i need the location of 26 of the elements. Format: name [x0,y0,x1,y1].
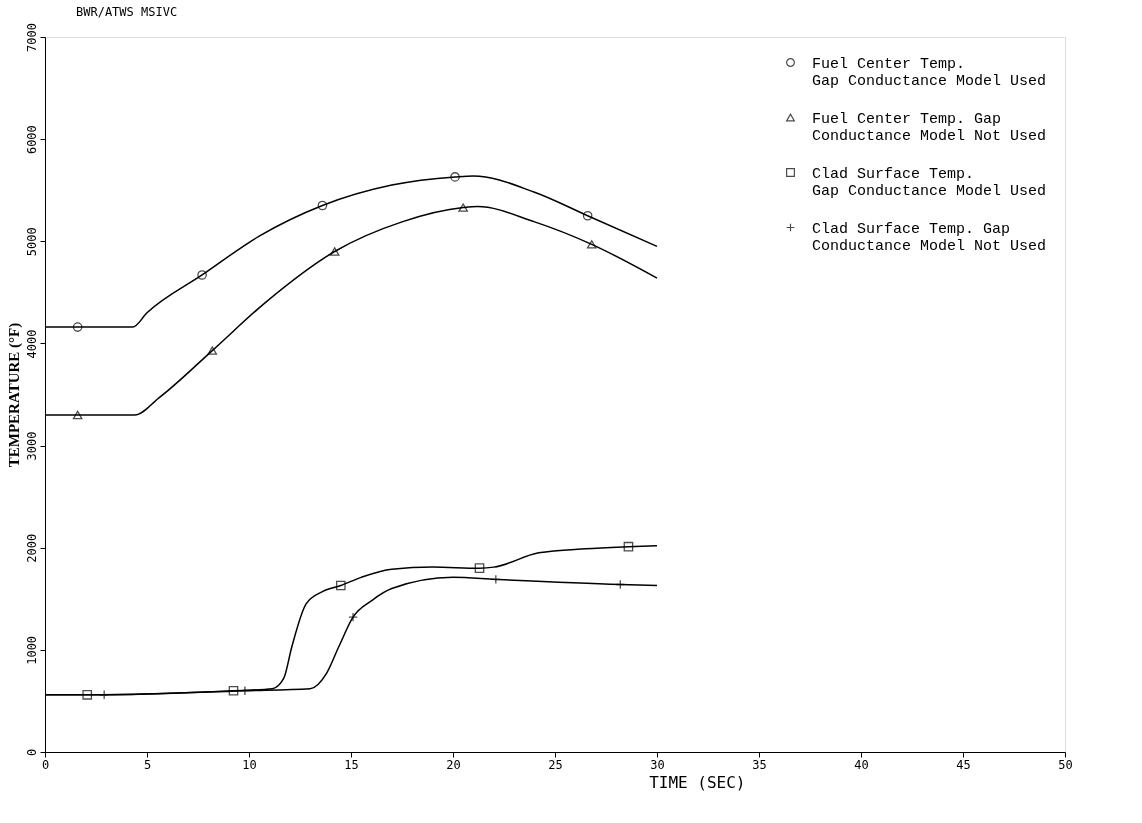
chart-title: BWR/ATWS MSIVC [76,4,178,19]
x-tick-label: 30 [650,757,665,772]
y-tick-label: 6000 [24,125,39,155]
x-tick-label: 40 [854,757,869,772]
y-tick-label: 7000 [24,23,39,52]
x-tick-label: 10 [242,757,257,772]
x-axis-title: TIME (SEC) [649,772,746,792]
x-tick-label: 35 [752,757,767,772]
y-tick-label: 1000 [24,635,39,665]
x-tick-label: 25 [548,757,563,772]
x-tick-label: 0 [41,757,50,772]
legend-label: Clad Surface Temp. Gap Conductance Model Used [812,165,1047,200]
x-tick-label: 20 [446,757,461,772]
x-tick-label: 45 [956,757,971,772]
y-axis-title: TEMPERATURE (°F) [5,322,23,468]
legend-label: Fuel Center Temp. Gap Conductance Model Used [812,55,1047,90]
x-tick-label: 5 [143,757,152,772]
x-tick-label: 50 [1058,757,1073,772]
y-tick-label: 0 [24,748,39,757]
x-tick-label: 15 [344,757,359,772]
y-tick-label: 3000 [24,431,39,461]
y-tick-label: 4000 [24,329,39,359]
y-tick-label: 2000 [24,533,39,563]
y-tick-label: 5000 [24,227,39,257]
legend-label: Fuel Center Temp. Gap Conductance Model Not Used [812,110,1047,145]
legend-label: Clad Surface Temp. Gap Conductance Model Not Used [812,220,1047,255]
